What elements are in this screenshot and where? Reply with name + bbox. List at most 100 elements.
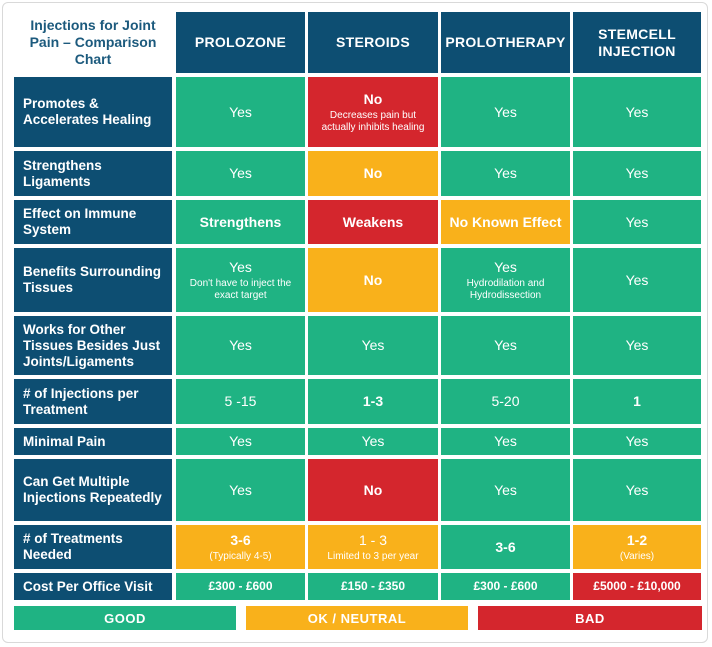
table-cell-r10-c3: £300 - £600 [441, 573, 570, 600]
cell-value: Yes [361, 337, 385, 353]
column-header-label: PROLOZONE [194, 34, 287, 50]
cell-value: Weakens [342, 213, 404, 230]
cell-value: Yes [625, 337, 649, 353]
column-header-label: STEMCELL INJECTION [598, 25, 676, 59]
cell-note: Hydrodilation and Hydrodissection [466, 277, 545, 301]
cell-value: Yes [229, 481, 252, 498]
table-cell-r6-c3: 5-20 [441, 379, 570, 424]
cell-value: 5 -15 [224, 393, 257, 409]
table-cell-r10-c2: £150 - £350 [308, 573, 438, 600]
cell-value: Yes [625, 433, 649, 449]
cell-value: Yes [229, 433, 252, 449]
legend-bad: BAD [478, 606, 702, 630]
table-cell-r3-c4: Yes [573, 200, 701, 244]
row-label-text: Strengthens Ligaments [23, 157, 102, 189]
cell-value: Yes [361, 433, 385, 449]
cell-note: (Varies) [619, 550, 655, 562]
cell-value: No Known Effect [449, 213, 562, 230]
row-label-6: # of Injections per Treatment [14, 379, 172, 424]
cell-value: Yes [494, 258, 517, 275]
cell-note: Limited to 3 per year [327, 550, 419, 562]
table-cell-r8-c1: Yes [176, 459, 305, 521]
row-label-4: Benefits Surrounding Tissues [14, 248, 172, 312]
table-cell-r6-c2: 1-3 [308, 379, 438, 424]
table-cell-r4-c3: Yes Hydrodilation and Hydrodissection [441, 248, 570, 312]
row-label-text: Minimal Pain [23, 433, 106, 449]
legend-label: BAD [575, 610, 605, 626]
cell-value: Yes [229, 165, 252, 181]
table-cell-r9-c4: 1-2 (Varies) [573, 525, 701, 569]
row-label-text: Benefits Surrounding Tissues [23, 264, 161, 295]
table-cell-r4-c4: Yes [573, 248, 701, 312]
table-cell-r6-c4: 1 [573, 379, 701, 424]
column-header-label: PROLOTHERAPY [445, 34, 566, 50]
cell-value: 1-3 [362, 393, 384, 409]
cell-value: Yes [494, 165, 517, 181]
row-label-10: Cost Per Office Visit [14, 573, 172, 600]
chart-title: Injections for Joint Pain – Comparison C… [14, 12, 172, 73]
cell-value: Yes [625, 213, 649, 230]
cell-value: Yes [625, 103, 649, 120]
cell-note: (Typically 4-5) [209, 550, 272, 562]
column-header-1: PROLOZONE [176, 12, 305, 73]
cell-value: 5-20 [491, 393, 520, 409]
cell-value: No [363, 165, 383, 181]
legend-label: GOOD [104, 610, 146, 626]
row-label-text: Can Get Multiple Injections Repeatedly [23, 474, 162, 505]
table-cell-r5-c1: Yes [176, 316, 305, 375]
table-cell-r8-c2: No [308, 459, 438, 521]
cell-value: Yes [625, 481, 649, 498]
table-cell-r1-c2: No Decreases pain but actually inhibits h… [308, 77, 438, 147]
table-cell-r10-c1: £300 - £600 [176, 573, 305, 600]
table-cell-r7-c1: Yes [176, 428, 305, 455]
row-label-3: Effect on Immune System [14, 200, 172, 244]
cell-value: Yes [494, 337, 517, 353]
legend-label: OK / NEUTRAL [307, 610, 407, 626]
table-cell-r3-c1: Strengthens [176, 200, 305, 244]
cell-value: 1 - 3 [358, 531, 387, 548]
chart-title-text: Injections for Joint Pain – Comparison C… [29, 17, 157, 67]
cell-value: Yes [625, 165, 649, 181]
row-label-8: Can Get Multiple Injections Repeatedly [14, 459, 172, 521]
cell-value: 3-6 [495, 538, 516, 555]
table-cell-r5-c4: Yes [573, 316, 701, 375]
table-cell-r2-c1: Yes [176, 151, 305, 196]
table-cell-r2-c4: Yes [573, 151, 701, 196]
cell-value: Yes [494, 103, 517, 120]
cell-value: £300 - £600 [208, 579, 273, 593]
table-cell-r6-c1: 5 -15 [176, 379, 305, 424]
row-label-5: Works for Other Tissues Besides Just Joi… [14, 316, 172, 375]
row-label-text: Works for Other Tissues Besides Just Joi… [23, 321, 161, 369]
table-cell-r4-c2: No [308, 248, 438, 312]
row-label-text: # of Injections per Treatment [23, 385, 139, 417]
cell-value: No [363, 90, 383, 107]
row-label-2: Strengthens Ligaments [14, 151, 172, 196]
table-cell-r1-c4: Yes [573, 77, 701, 147]
cell-note: Decreases pain but actually inhibits hea… [321, 109, 425, 133]
row-label-text: Promotes & Accelerates Healing [23, 96, 152, 127]
row-label-1: Promotes & Accelerates Healing [14, 77, 172, 147]
cell-value: No [363, 481, 383, 498]
cell-value: Yes [625, 271, 649, 288]
cell-value: Yes [229, 337, 252, 353]
cell-value: No [363, 271, 383, 288]
cell-value: £150 - £350 [340, 579, 406, 593]
cell-value: 1 [633, 393, 641, 409]
table-cell-r7-c3: Yes [441, 428, 570, 455]
cell-value: 3-6 [230, 531, 251, 548]
cell-value: Yes [494, 433, 517, 449]
table-cell-r1-c1: Yes [176, 77, 305, 147]
row-label-text: Cost Per Office Visit [23, 578, 153, 594]
table-cell-r7-c4: Yes [573, 428, 701, 455]
table-cell-r9-c3: 3-6 [441, 525, 570, 569]
table-cell-r8-c3: Yes [441, 459, 570, 521]
table-cell-r7-c2: Yes [308, 428, 438, 455]
row-label-9: # of Treatments Needed [14, 525, 172, 569]
table-cell-r2-c3: Yes [441, 151, 570, 196]
legend-ok: OK / NEUTRAL [246, 606, 468, 630]
table-cell-r5-c3: Yes [441, 316, 570, 375]
cell-value: £5000 - £10,000 [593, 579, 681, 593]
cell-value: £300 - £600 [473, 579, 538, 593]
row-label-7: Minimal Pain [14, 428, 172, 455]
